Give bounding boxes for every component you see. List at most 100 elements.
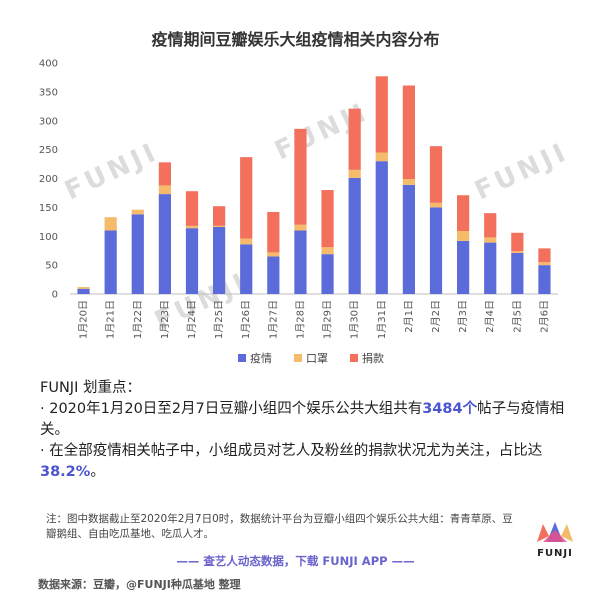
x-tick-label: 1月29日 bbox=[322, 300, 334, 339]
y-tick-label: 400 bbox=[39, 59, 58, 70]
key-point-2-tail: 。 bbox=[90, 464, 105, 480]
bar-segment bbox=[240, 157, 253, 239]
bar-segment bbox=[457, 195, 470, 232]
footnote: 注：图中数据截止至2020年2月7日0时，数据统计平台为豆瓣小组四个娱乐公共大组… bbox=[46, 513, 513, 540]
bar-segment bbox=[131, 214, 144, 294]
legend-swatch bbox=[294, 354, 302, 362]
bar-segment bbox=[104, 230, 117, 294]
y-tick-label: 50 bbox=[45, 261, 58, 272]
bar-segment bbox=[402, 179, 415, 185]
bar-segment bbox=[348, 108, 361, 170]
bar-segment bbox=[77, 287, 90, 289]
key-point-2-text: · 在全部疫情相关帖子中，小组成员对艺人及粉丝的捐款状况尤为关注，占比达 bbox=[40, 443, 543, 459]
key-points: FUNJI 划重点： · 2020年1月20日至2月7日豆瓣小组四个娱乐公共大组… bbox=[40, 378, 570, 483]
bar-segment bbox=[267, 256, 280, 294]
bar-segment bbox=[294, 224, 307, 231]
y-tick-label: 100 bbox=[39, 232, 58, 243]
x-tick-label: 1月24日 bbox=[186, 300, 198, 339]
bar-segment bbox=[321, 247, 334, 255]
bar-segment bbox=[402, 184, 415, 294]
bar-segment bbox=[321, 190, 334, 248]
bar-segment bbox=[267, 211, 280, 253]
x-tick-label: 1月27日 bbox=[267, 300, 279, 339]
key-point-1-highlight: 3484个 bbox=[422, 401, 478, 417]
bar-segment bbox=[375, 152, 388, 162]
bar-segment bbox=[457, 231, 470, 241]
legend-swatch bbox=[350, 354, 358, 362]
bar-segment bbox=[158, 194, 171, 294]
bar-segment bbox=[348, 169, 361, 178]
x-tick-label: 1月26日 bbox=[240, 300, 252, 339]
bar-segment bbox=[429, 146, 443, 203]
bar-segment bbox=[429, 202, 443, 208]
key-point-2-highlight: 38.2% bbox=[40, 464, 91, 480]
funji-logo: FUNJI bbox=[532, 520, 578, 559]
bar-segment bbox=[511, 252, 524, 294]
bar-segment bbox=[158, 185, 171, 195]
watermark-text: FUNJI bbox=[470, 137, 573, 206]
x-tick-label: 2月6日 bbox=[538, 300, 550, 333]
x-tick-label: 2月1日 bbox=[403, 300, 415, 333]
bar-segment bbox=[158, 162, 171, 186]
key-point-1: · 2020年1月20日至2月7日豆瓣小组四个娱乐公共大组共有3484个帖子与疫… bbox=[40, 399, 570, 441]
bar-segment bbox=[131, 209, 144, 215]
bar-segment bbox=[484, 242, 497, 294]
bar-segment bbox=[240, 244, 253, 294]
bar-segment bbox=[240, 238, 253, 245]
key-points-heading: FUNJI 划重点： bbox=[40, 380, 141, 396]
x-tick-label: 2月2日 bbox=[430, 300, 442, 333]
app-promo[interactable]: —— 查艺人动态数据，下载 FUNJI APP —— bbox=[176, 554, 415, 568]
x-tick-label: 2月5日 bbox=[511, 300, 523, 333]
x-tick-label: 1月22日 bbox=[132, 300, 144, 339]
bar-segment bbox=[511, 232, 524, 252]
bar-segment bbox=[484, 213, 497, 238]
y-tick-label: 350 bbox=[39, 87, 58, 98]
bar-segment bbox=[375, 161, 388, 294]
data-source: 数据来源：豆瓣，@FUNJI种瓜基地 整理 bbox=[38, 578, 241, 591]
legend-swatch bbox=[238, 354, 246, 362]
bar-segment bbox=[213, 225, 226, 228]
x-tick-label: 1月30日 bbox=[349, 300, 361, 339]
legend-label: 捐款 bbox=[362, 351, 384, 365]
bar-segment bbox=[484, 237, 497, 243]
bar-segment bbox=[185, 225, 199, 229]
bar-segment bbox=[294, 128, 307, 225]
x-tick-label: 1月21日 bbox=[105, 300, 117, 339]
chart-title: 疫情期间豆瓣娱乐大组疫情相关内容分布 bbox=[151, 30, 440, 49]
x-tick-label: 1月20日 bbox=[78, 300, 90, 339]
bar-segment bbox=[104, 217, 117, 231]
y-tick-label: 0 bbox=[52, 290, 58, 301]
x-tick-label: 1月23日 bbox=[159, 300, 171, 339]
x-tick-label: 1月25日 bbox=[213, 300, 225, 339]
bar-segment bbox=[402, 85, 415, 180]
bar-segment bbox=[213, 227, 226, 294]
y-tick-label: 300 bbox=[39, 116, 58, 127]
legend: 疫情 口罩 捐款 bbox=[238, 351, 384, 365]
crown-icon bbox=[537, 522, 573, 542]
key-point-1-tail: 帖子与疫情相关。 bbox=[40, 401, 565, 438]
bar-layer bbox=[77, 76, 551, 294]
x-tick-label: 1月31日 bbox=[376, 300, 388, 339]
bar-segment bbox=[321, 254, 334, 294]
x-tick-label: 2月4日 bbox=[484, 300, 496, 333]
bar-segment bbox=[538, 262, 551, 266]
bar-segment bbox=[511, 251, 524, 253]
logo-text: FUNJI bbox=[537, 548, 573, 559]
bar-segment bbox=[185, 191, 199, 226]
watermark-text: FUNJI bbox=[60, 137, 163, 206]
bar-segment bbox=[185, 228, 199, 294]
bar-segment bbox=[538, 248, 551, 263]
bar-segment bbox=[267, 252, 280, 257]
bar-segment bbox=[429, 207, 443, 294]
legend-label: 口罩 bbox=[306, 352, 328, 365]
axis-layer: 0 50 100 150 200 250 300 350 400 1月20日 1月21日 1月22日 1… bbox=[39, 59, 558, 339]
y-tick-label: 250 bbox=[39, 145, 58, 156]
key-point-2: · 在全部疫情相关帖子中，小组成员对艺人及粉丝的捐款状况尤为关注，占比达 38.2… bbox=[40, 441, 570, 483]
bar-segment bbox=[375, 76, 388, 153]
bar-segment bbox=[294, 230, 307, 294]
bar-segment bbox=[538, 265, 551, 294]
bar-segment bbox=[348, 177, 361, 294]
legend-label: 疫情 bbox=[250, 351, 272, 365]
bar-segment bbox=[77, 288, 90, 294]
